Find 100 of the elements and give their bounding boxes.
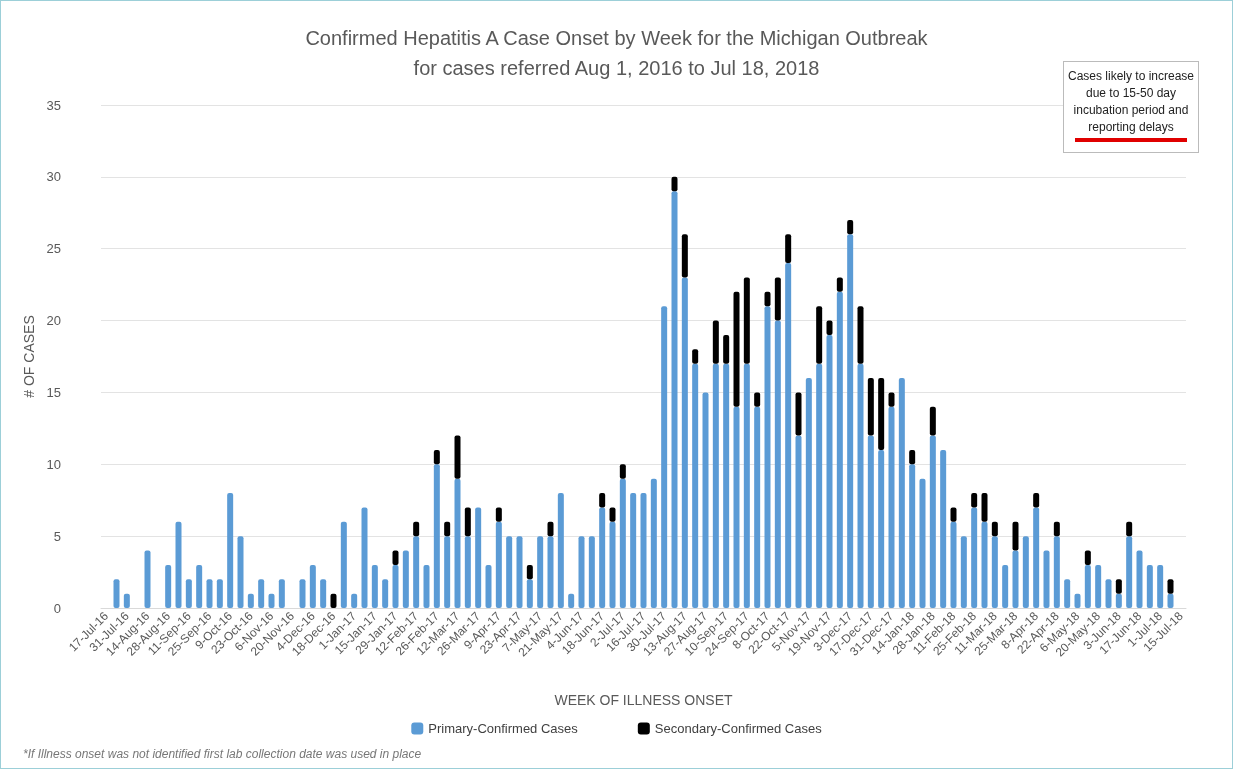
y-tick-label: 30 [46,169,61,185]
bar [619,478,626,608]
bar [547,536,554,608]
y-tick-label: 35 [46,97,61,113]
bar [1012,550,1019,608]
chart-subtitle: for cases referred Aug 1, 2016 to Jul 18, 2018 [413,57,820,79]
bar [1136,550,1143,608]
bar [712,363,719,608]
bar [774,277,781,321]
bar [878,378,885,450]
bar [258,579,265,608]
bar [785,263,792,608]
bar [1126,536,1133,608]
y-axis-title: # OF CASES [20,315,37,398]
bar [795,435,802,608]
bar [599,507,606,608]
bar [1105,579,1112,608]
chart-title: Confirmed Hepatitis A Case Onset by Week for the Michigan Outbreak [305,27,929,49]
bar [640,493,647,608]
bar [898,378,905,608]
annotation: Cases likely to increase due to 15-50 day incubation period and reporting delays [1066,68,1196,136]
bar [578,536,585,608]
bar [671,191,678,608]
bar [681,277,688,608]
bar [991,536,998,608]
bar [785,234,792,264]
bar [444,536,451,608]
bar [1064,579,1071,608]
bar [723,334,730,364]
bar [454,478,461,608]
bar [650,478,657,608]
bar [630,493,637,608]
bar [196,564,203,608]
bar [144,550,151,608]
bar [847,234,854,608]
bar [816,363,823,608]
bar [929,406,936,436]
bar [485,564,492,608]
bar [867,435,874,608]
bar [216,579,223,608]
bar [433,464,440,608]
bar [1157,564,1164,608]
bar [278,579,285,608]
bar [733,291,740,407]
bar [661,306,668,608]
bar [795,392,802,436]
bar [371,564,378,608]
bar [464,507,471,537]
bar [919,478,926,608]
bar [588,536,595,608]
bar [1095,564,1102,608]
x-axis-title: WEEK OF ILLNESS ONSET [554,692,734,708]
bar [692,363,699,608]
bar [506,536,513,608]
bar [402,550,409,608]
bar [909,464,916,608]
bar [340,521,347,608]
bar [609,521,616,608]
bar [475,507,482,608]
bar [413,536,420,608]
bar [940,449,947,608]
bar [888,406,895,608]
legend-label: Primary-Confirmed Cases [428,721,579,736]
bar [702,392,709,608]
bar [867,378,874,436]
bar [1084,564,1091,608]
bar [227,493,234,608]
bar [1002,564,1009,608]
bar [454,435,461,479]
bar [113,579,120,608]
bar [816,306,823,364]
y-tick-label: 20 [46,313,61,329]
bar [557,493,564,608]
bar [981,493,988,522]
bar [309,564,316,608]
bar [857,363,864,608]
bar [774,320,781,608]
bar [206,579,213,608]
bar [1146,564,1153,608]
y-tick-label: 10 [46,456,61,472]
bar [175,521,182,608]
bar [981,521,988,608]
bar [681,234,688,278]
y-tick-label: 25 [46,241,61,257]
bar [712,320,719,364]
bar [826,334,833,608]
bar [733,406,740,608]
bar [971,507,978,608]
bar [237,536,244,608]
bar [537,536,544,608]
bar [185,579,192,608]
bar [764,306,771,608]
bar [392,564,399,608]
bar [1053,536,1060,608]
bar [1043,550,1050,608]
bar [423,564,430,608]
bar [857,306,864,364]
bar [878,449,885,608]
bar [836,291,843,608]
bar [516,536,523,608]
